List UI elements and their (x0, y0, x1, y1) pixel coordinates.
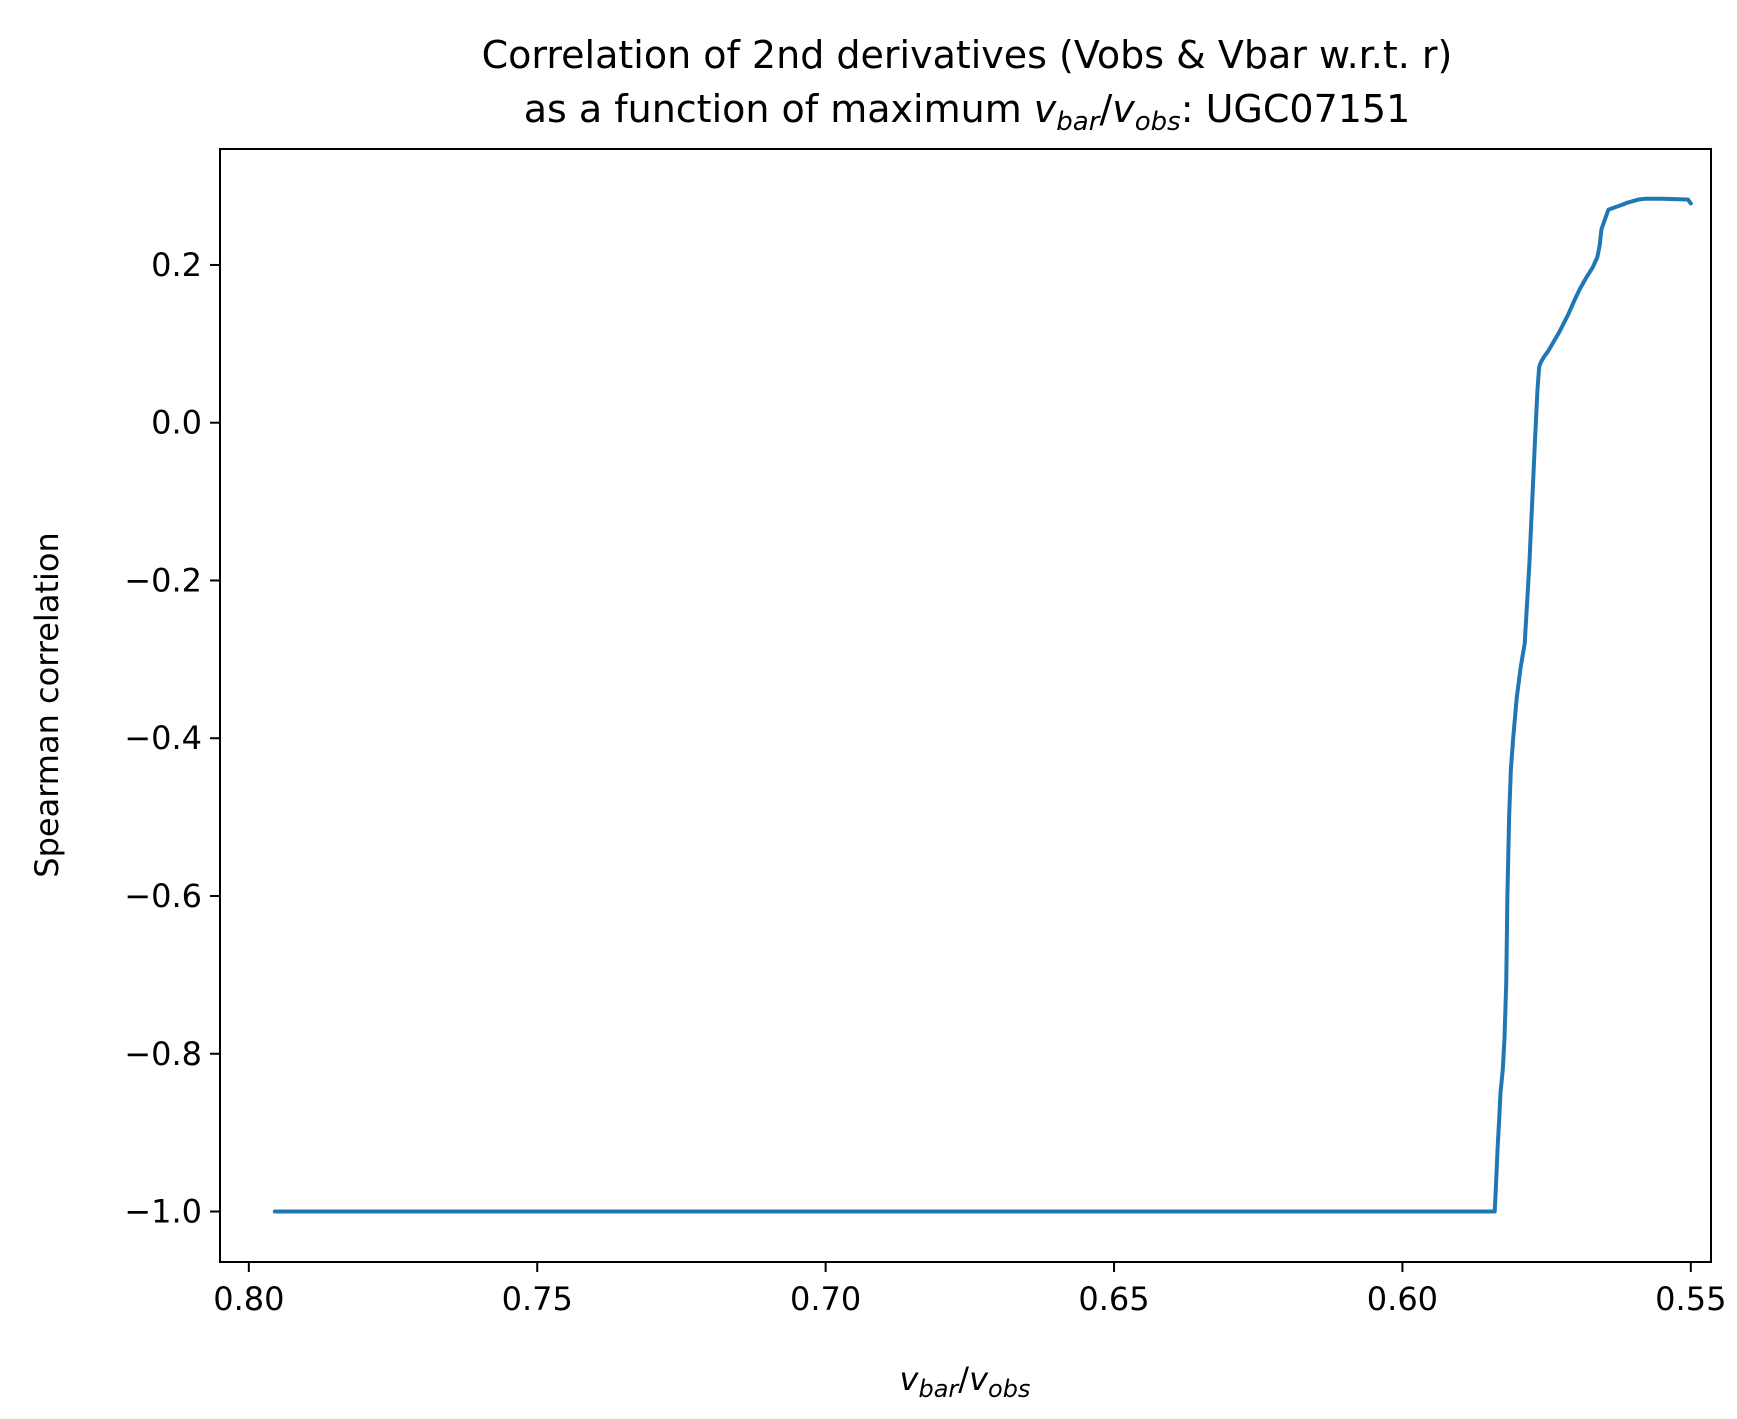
y-tick-label: 0.0 (151, 404, 202, 442)
y-tick-label: 0.2 (151, 246, 202, 284)
chart-title-line-2: as a function of maximum vbar/vobs: UGC0… (524, 87, 1411, 137)
x-tick-label: 0.80 (213, 1280, 284, 1318)
y-tick-label: −0.6 (124, 877, 202, 915)
series-line (272, 196, 1693, 1214)
y-tick-label: −0.2 (124, 561, 202, 599)
title-math-v2: v (1112, 87, 1135, 131)
y-tick-label: −1.0 (124, 1193, 202, 1231)
x-axis-ticks: 0.80 0.75 0.70 0.65 0.60 0.55 (213, 1262, 1726, 1318)
y-axis-ticks: 0.2 0.0 −0.2 −0.4 −0.6 −0.8 −1.0 (124, 246, 220, 1231)
x-tick-label: 0.75 (502, 1280, 573, 1318)
x-tick-label: 0.60 (1367, 1280, 1438, 1318)
title-math-sub-obs: obs (1135, 107, 1181, 137)
xlabel-sub-bar: bar (918, 1375, 960, 1403)
x-tick-label: 0.55 (1655, 1280, 1726, 1318)
chart-title-line-2-prefix: as a function of maximum (524, 87, 1034, 131)
xlabel-v1: v (900, 1360, 920, 1398)
xlabel-slash: / (958, 1360, 969, 1398)
x-tick-label: 0.65 (1078, 1280, 1149, 1318)
title-math-v1: v (1034, 87, 1057, 131)
chart-title-line-2-suffix: : UGC07151 (1181, 87, 1411, 131)
y-axis-label: Spearman correlation (28, 532, 66, 877)
title-math-slash: / (1099, 87, 1112, 131)
title-math-sub-bar: bar (1056, 107, 1101, 137)
xlabel-sub-obs: obs (988, 1375, 1030, 1403)
xlabel-v2: v (969, 1360, 989, 1398)
chart-title-line-1: Correlation of 2nd derivatives (Vobs & V… (482, 33, 1453, 77)
plot-frame (219, 148, 1712, 1263)
y-tick-label: −0.8 (124, 1035, 202, 1073)
x-axis-label: vbar/vobs (900, 1360, 1031, 1403)
y-tick-label: −0.4 (124, 719, 202, 757)
x-tick-label: 0.70 (790, 1280, 861, 1318)
